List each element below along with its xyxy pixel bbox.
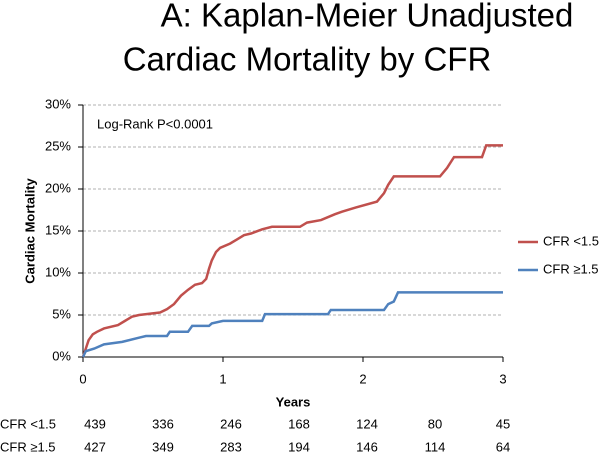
risk-count: 246 [220, 416, 242, 431]
risk-count: 124 [356, 416, 378, 431]
risk-row-label: CFR ≥1.5 [0, 439, 56, 454]
risk-count: 64 [496, 439, 510, 454]
y-tick-label: 0% [52, 348, 71, 363]
risk-count: 194 [288, 439, 310, 454]
x-tick-label: 2 [359, 371, 366, 386]
y-tick-label: 25% [45, 138, 71, 153]
risk-count: 336 [152, 416, 174, 431]
x-axis-title: Years [276, 394, 311, 409]
annotation: Log-Rank P<0.0001 [97, 116, 213, 131]
y-tick-label: 5% [52, 306, 71, 321]
x-tick-label: 1 [219, 371, 226, 386]
x-tick-label: 0 [79, 371, 86, 386]
risk-count: 168 [288, 416, 310, 431]
chart-title: A: Kaplan-Meier Unadjusted [161, 0, 574, 34]
risk-count: 439 [84, 416, 106, 431]
chart-title: Cardiac Mortality by CFR [123, 41, 492, 78]
legend-label: CFR ≥1.5 [543, 261, 599, 276]
series-line [81, 291, 503, 358]
risk-count: 427 [84, 439, 106, 454]
x-tick-label: 3 [499, 371, 506, 386]
y-axis-title: Cardiac Mortality [22, 177, 37, 283]
y-tick-label: 30% [45, 96, 71, 111]
y-tick-label: 20% [45, 180, 71, 195]
series-line [81, 144, 503, 358]
risk-count: 45 [496, 416, 510, 431]
legend-label: CFR <1.5 [543, 233, 599, 248]
risk-row-label: CFR <1.5 [0, 416, 56, 431]
risk-count: 80 [428, 416, 442, 431]
y-tick-label: 10% [45, 264, 71, 279]
risk-count: 349 [152, 439, 174, 454]
y-tick-label: 15% [45, 222, 71, 237]
risk-count: 146 [356, 439, 378, 454]
risk-count: 283 [220, 439, 242, 454]
risk-count: 114 [425, 439, 446, 454]
